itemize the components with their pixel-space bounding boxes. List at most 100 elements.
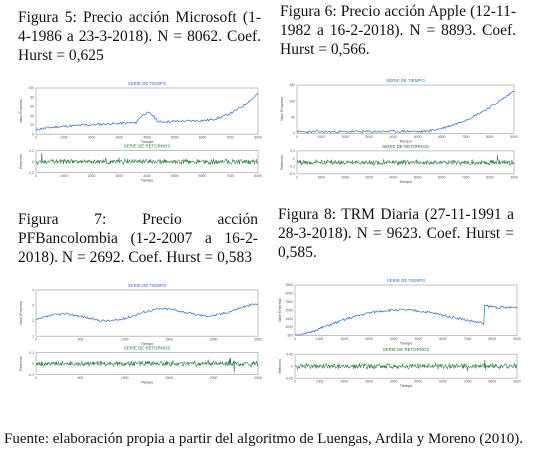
returns-chart-title: SERIE DE RETORNOS xyxy=(383,347,430,352)
price-x-tick-label: 0 xyxy=(294,337,296,341)
price-axes-frame xyxy=(294,284,518,336)
price-y-tick-label: 2000 xyxy=(285,308,293,312)
price-x-label: Tiempo xyxy=(141,140,154,144)
returns-x-tick-label: 7000 xyxy=(464,380,472,384)
figure-8-plot: SERIE DE TIEMPO SERIE DE RETORNOS Valor Em… xyxy=(273,275,523,395)
returns-x-label: Tiempo xyxy=(400,384,413,388)
returns-x-label: Tiempo xyxy=(141,179,154,183)
returns-y-tick-label: -0.05 xyxy=(285,376,293,380)
price-x-tick-label: 6000 xyxy=(438,135,446,139)
returns-x-tick-label: 6000 xyxy=(438,175,446,179)
price-x-tick-label: 5000 xyxy=(414,135,422,139)
price-series-line xyxy=(295,304,518,336)
returns-x-tick-label: 2000 xyxy=(210,376,218,380)
returns-axes-frame xyxy=(294,353,518,379)
returns-x-tick-label: 5000 xyxy=(415,380,423,384)
returns-x-tick-label: 0 xyxy=(35,174,37,178)
returns-x-tick-label: 6000 xyxy=(439,380,447,384)
returns-y-tick-label: 0.05 xyxy=(286,352,293,356)
returns-chart-title: SERIE DE RETORNOS xyxy=(124,144,171,149)
price-x-tick-label: 8000 xyxy=(254,136,262,140)
price-y-tick-label: 100 xyxy=(28,86,34,90)
price-x-tick-label: 9000 xyxy=(510,135,518,139)
returns-x-tick-label: 3000 xyxy=(365,380,373,384)
price-x-tick-label: 3000 xyxy=(365,337,373,341)
price-chart-title: SERIE DE TIEMPO xyxy=(387,278,426,283)
returns-y-label: Retornos xyxy=(19,154,23,169)
returns-x-tick-label: 4000 xyxy=(390,380,398,384)
returns-y-label: Retornos xyxy=(278,359,282,374)
returns-y-label: Retornos xyxy=(19,356,23,371)
returns-x-label: Tiempo xyxy=(399,180,412,184)
price-y-label: Valor Empresa xyxy=(19,301,23,325)
returns-x-tick-label: 0 xyxy=(296,175,298,179)
returns-x-tick-label: 6000 xyxy=(199,174,207,178)
price-x-tick-label: 0 xyxy=(296,135,298,139)
price-axes-frame xyxy=(296,84,515,134)
price-y-tick-label: 0 xyxy=(32,132,34,136)
price-x-tick-label: 7000 xyxy=(462,135,470,139)
figure-5-caption: Figura 5: Precio acción Microsoft (1-4-1… xyxy=(18,9,261,64)
price-x-tick-label: 4000 xyxy=(390,135,398,139)
returns-axes-frame xyxy=(35,150,259,173)
price-x-tick-label: 9000 xyxy=(513,337,521,341)
returns-chart-title: SERIE DE RETORNOS xyxy=(382,144,429,149)
figure-8-caption: Figura 8: TRM Diaria (27-11-1991 a 28-3-… xyxy=(278,206,514,261)
price-x-tick-label: 6000 xyxy=(199,136,207,140)
returns-x-tick-label: 1500 xyxy=(165,376,173,380)
returns-y-label: Retornos xyxy=(280,155,284,170)
returns-y-tick-label: -0.2 xyxy=(28,171,34,175)
price-x-label: Tiempo xyxy=(141,342,154,346)
returns-y-tick-label: -0.4 xyxy=(289,172,295,176)
price-axes-frame xyxy=(35,289,259,337)
price-y-tick-label: 500 xyxy=(287,334,293,338)
price-x-tick-label: 6000 xyxy=(439,337,447,341)
returns-series-line xyxy=(35,357,259,373)
price-x-tick-label: 1500 xyxy=(165,338,173,342)
price-x-tick-label: 2000 xyxy=(341,135,349,139)
price-y-tick-label: 80 xyxy=(30,95,34,99)
price-x-tick-label: 1000 xyxy=(316,337,324,341)
returns-x-tick-label: 1000 xyxy=(317,175,325,179)
price-x-tick-label: 4000 xyxy=(143,136,151,140)
price-y-tick-label: 2500 xyxy=(285,300,293,304)
price-y-tick-label: 1000 xyxy=(285,325,293,329)
returns-x-tick-label: 2000 xyxy=(341,380,349,384)
price-series-line xyxy=(35,303,259,323)
figure-7-caption: Figura 7: Precio acción PFBancolombia (1… xyxy=(18,211,258,266)
price-x-tick-label: 2000 xyxy=(88,136,96,140)
returns-x-tick-label: 7000 xyxy=(226,174,234,178)
price-y-tick-label: 4 xyxy=(32,288,34,292)
returns-y-tick-label: 0 xyxy=(32,160,34,164)
returns-y-tick-label: -0.2 xyxy=(289,164,295,168)
price-x-tick-label: 7000 xyxy=(226,136,234,140)
price-chart-title: SERIE DE TIEMPO xyxy=(128,81,167,86)
price-x-label: Tiempo xyxy=(400,341,413,345)
price-y-label: Valor Empresa xyxy=(278,298,282,322)
price-chart-title: SERIE DE TIEMPO xyxy=(128,283,167,288)
price-x-tick-label: 1000 xyxy=(121,338,129,342)
price-x-tick-label: 4000 xyxy=(390,337,398,341)
returns-x-tick-label: 3000 xyxy=(115,174,123,178)
returns-x-tick-label: 8000 xyxy=(489,380,497,384)
source-note: Fuente: elaboración propia a partir del … xyxy=(4,431,524,447)
returns-x-tick-label: 7000 xyxy=(462,175,470,179)
figure-6-plot: SERIE DE TIEMPO SERIE DE RETORNOS Valor Em… xyxy=(275,75,520,190)
price-y-tick-label: 3000 xyxy=(285,292,293,296)
returns-y-tick-label: 0 xyxy=(32,362,34,366)
returns-x-tick-label: 1000 xyxy=(316,380,324,384)
returns-x-tick-label: 1000 xyxy=(60,174,68,178)
price-x-label: Tiempo xyxy=(399,139,412,143)
price-series-line xyxy=(35,93,259,131)
price-y-tick-label: 100 xyxy=(289,99,295,103)
returns-series-line xyxy=(294,359,518,372)
returns-y-tick-label: -0.1 xyxy=(28,373,34,377)
price-x-tick-label: 0 xyxy=(35,338,37,342)
price-x-tick-label: 2500 xyxy=(254,338,262,342)
returns-x-tick-label: 5000 xyxy=(171,174,179,178)
price-y-tick-label: 60 xyxy=(30,105,34,109)
price-y-label: Valor Empresa xyxy=(19,99,23,123)
returns-x-tick-label: 0 xyxy=(35,376,37,380)
price-y-tick-label: 40 xyxy=(30,114,34,118)
returns-x-tick-label: 9000 xyxy=(510,175,518,179)
